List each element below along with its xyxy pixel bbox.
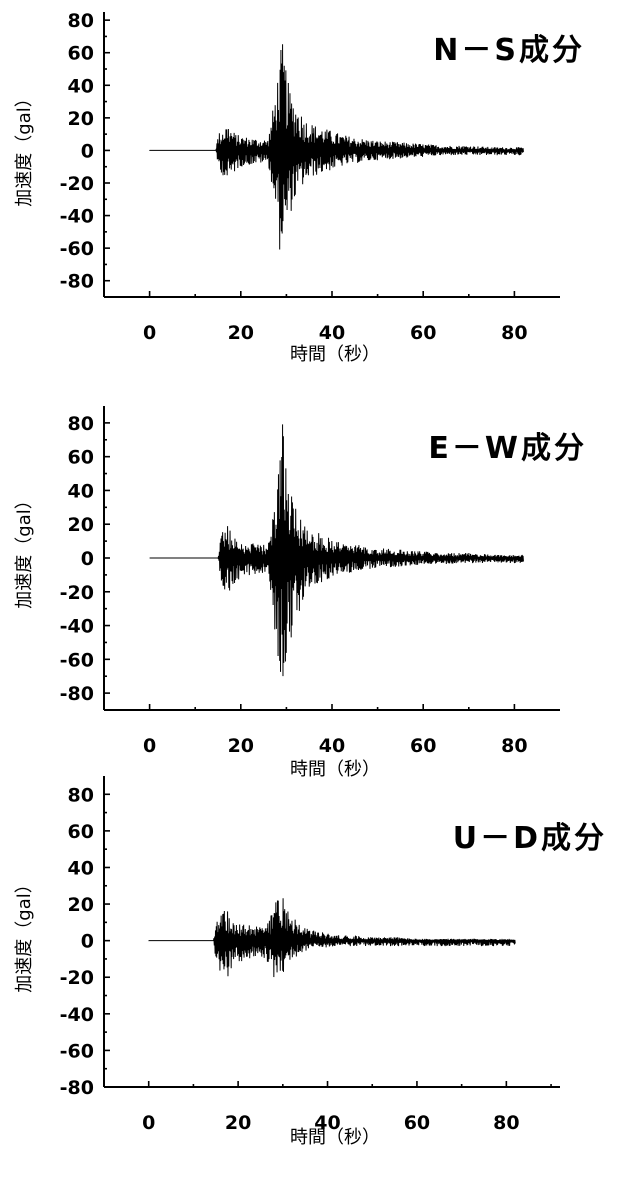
x-axis-title: 時間（秒） bbox=[290, 759, 380, 780]
y-tick-label: -60 bbox=[60, 649, 94, 671]
x-tick-label: 0 bbox=[143, 322, 156, 344]
x-tick-label: 0 bbox=[142, 1112, 155, 1134]
y-tick-label: 80 bbox=[68, 413, 94, 435]
waveform-series bbox=[148, 898, 516, 978]
x-tick-label: 20 bbox=[228, 735, 254, 757]
panel-title: E－W成分 bbox=[428, 431, 587, 466]
y-tick-label: 80 bbox=[68, 784, 94, 806]
panel-ew: E－W成分 時間（秒） 加速度（gal） 80 60 40 20 0 -20 -40 -60 -… bbox=[14, 406, 587, 780]
y-tick-label: 40 bbox=[68, 75, 94, 97]
panel-title: U－D成分 bbox=[453, 821, 607, 856]
y-axis-title: 加速度（gal） bbox=[14, 491, 35, 608]
y-tick-label: 0 bbox=[81, 931, 94, 953]
y-axis-title: 加速度（gal） bbox=[14, 89, 35, 206]
y-tick-label: 20 bbox=[68, 894, 94, 916]
x-tick-label: 80 bbox=[493, 1112, 519, 1134]
x-tick-label: 40 bbox=[314, 1112, 340, 1134]
y-tick-label: -60 bbox=[60, 238, 94, 260]
y-tick-label: -80 bbox=[60, 1077, 94, 1099]
y-tick-label: 60 bbox=[68, 447, 94, 469]
y-tick-label: -40 bbox=[60, 616, 94, 638]
x-tick-label: 40 bbox=[319, 735, 345, 757]
y-tick-label: 80 bbox=[68, 10, 94, 32]
x-tick-label: 80 bbox=[501, 322, 527, 344]
y-tick-label: -80 bbox=[60, 683, 94, 705]
panel-title: N－S成分 bbox=[433, 33, 585, 68]
x-tick-label: 80 bbox=[501, 735, 527, 757]
x-tick-label: 20 bbox=[225, 1112, 251, 1134]
y-tick-label: 0 bbox=[81, 548, 94, 570]
x-tick-label: 0 bbox=[143, 735, 156, 757]
x-axis-title: 時間（秒） bbox=[290, 344, 380, 365]
x-tick-label: 60 bbox=[410, 735, 436, 757]
waveform-series bbox=[149, 44, 524, 250]
x-axis-title: 時間（秒） bbox=[290, 1127, 380, 1148]
y-tick-label: 60 bbox=[68, 821, 94, 843]
y-tick-label: -20 bbox=[60, 582, 94, 604]
y-tick-label: 40 bbox=[68, 480, 94, 502]
y-tick-label: -60 bbox=[60, 1040, 94, 1062]
y-tick-label: -40 bbox=[60, 1004, 94, 1026]
x-tick-label: 40 bbox=[319, 322, 345, 344]
y-tick-label: -40 bbox=[60, 206, 94, 228]
y-axis-title: 加速度（gal） bbox=[14, 875, 35, 992]
y-tick-label: 40 bbox=[68, 857, 94, 879]
panel-ns: N－S成分 時間（秒） 加速度（gal） 80 60 40 20 0 -20 -40 -60 -… bbox=[14, 10, 585, 365]
y-tick-label: 60 bbox=[68, 43, 94, 65]
y-tick-label: 20 bbox=[68, 108, 94, 130]
x-tick-label: 20 bbox=[228, 322, 254, 344]
x-tick-label: 60 bbox=[404, 1112, 430, 1134]
waveform-series bbox=[149, 424, 524, 677]
y-tick-label: -20 bbox=[60, 967, 94, 989]
y-tick-label: 0 bbox=[81, 140, 94, 162]
y-tick-label: -20 bbox=[60, 173, 94, 195]
y-tick-label: -80 bbox=[60, 271, 94, 293]
y-tick-label: 20 bbox=[68, 514, 94, 536]
panel-ud: U－D成分 時間（秒） 加速度（gal） 80 60 40 20 0 -20 -40 -60 -… bbox=[14, 776, 607, 1148]
x-tick-label: 60 bbox=[410, 322, 436, 344]
